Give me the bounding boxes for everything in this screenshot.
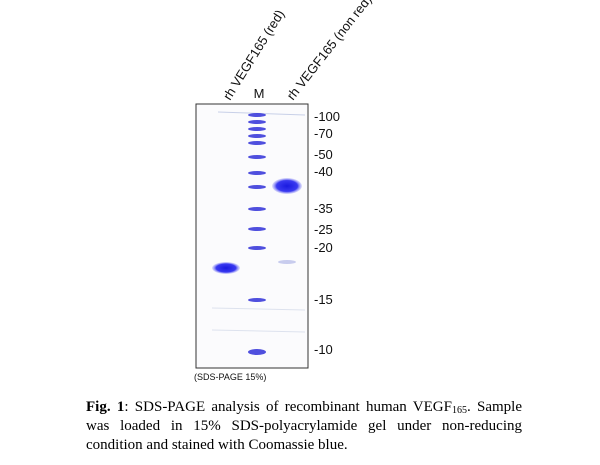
marker-band [248, 141, 266, 145]
faint-band [278, 260, 296, 264]
gel-artifact [211, 307, 306, 311]
marker-band [248, 155, 266, 159]
marker-band [248, 349, 266, 355]
protein-band-reduced [212, 262, 240, 274]
marker-labels: -100 -70 -50 -40 -35 -25 -20 -15 -10 [314, 109, 340, 357]
gel-frame [195, 103, 309, 369]
marker-band [248, 113, 266, 117]
protein-band-non-reduced [272, 178, 302, 194]
marker-band [248, 207, 266, 211]
marker-label: -40 [314, 164, 333, 179]
marker-band [248, 171, 266, 175]
marker-band [248, 246, 266, 250]
caption-text: . Sample was loaded in 15% SDS-polyacryl… [86, 399, 522, 453]
marker-label: -70 [314, 126, 333, 141]
marker-label: -35 [314, 201, 333, 216]
marker-label: -50 [314, 147, 333, 162]
gel-figure: rh VEGF165 (red) M rh VEGF165 (non red) … [194, 0, 375, 382]
marker-label: -15 [314, 292, 333, 307]
marker-lane [248, 113, 266, 355]
marker-band [248, 227, 266, 231]
marker-band [248, 127, 266, 131]
caption-label: Fig. 1 [86, 399, 125, 415]
gel-note: (SDS-PAGE 15%) [194, 372, 266, 382]
lane-label: M [254, 86, 265, 101]
marker-band [248, 134, 266, 138]
figure-caption: Fig. 1: SDS-PAGE analysis of recombinant… [86, 398, 522, 455]
lane-label: rh VEGF165 (non red) [284, 0, 375, 103]
marker-label: -100 [314, 109, 340, 124]
marker-label: -20 [314, 240, 333, 255]
caption-subscript: 165 [451, 405, 467, 416]
caption-text: : SDS-PAGE analysis of recombinant human… [124, 399, 452, 415]
marker-label: -25 [314, 222, 333, 237]
marker-band [248, 120, 266, 124]
gel-artifact [211, 329, 306, 333]
marker-label: -10 [314, 342, 333, 357]
marker-band [248, 298, 266, 302]
marker-band [248, 185, 266, 189]
